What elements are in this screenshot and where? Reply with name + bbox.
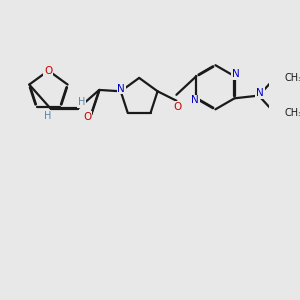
Text: CH₃: CH₃ bbox=[285, 73, 300, 83]
Text: N: N bbox=[191, 95, 199, 105]
Text: O: O bbox=[83, 112, 91, 122]
Text: O: O bbox=[174, 102, 182, 112]
Text: H: H bbox=[44, 111, 52, 121]
Text: N: N bbox=[256, 88, 264, 98]
Text: CH₃: CH₃ bbox=[285, 108, 300, 118]
Text: O: O bbox=[44, 66, 52, 76]
Text: H: H bbox=[78, 97, 85, 107]
Text: N: N bbox=[117, 84, 125, 94]
Text: N: N bbox=[232, 69, 240, 79]
